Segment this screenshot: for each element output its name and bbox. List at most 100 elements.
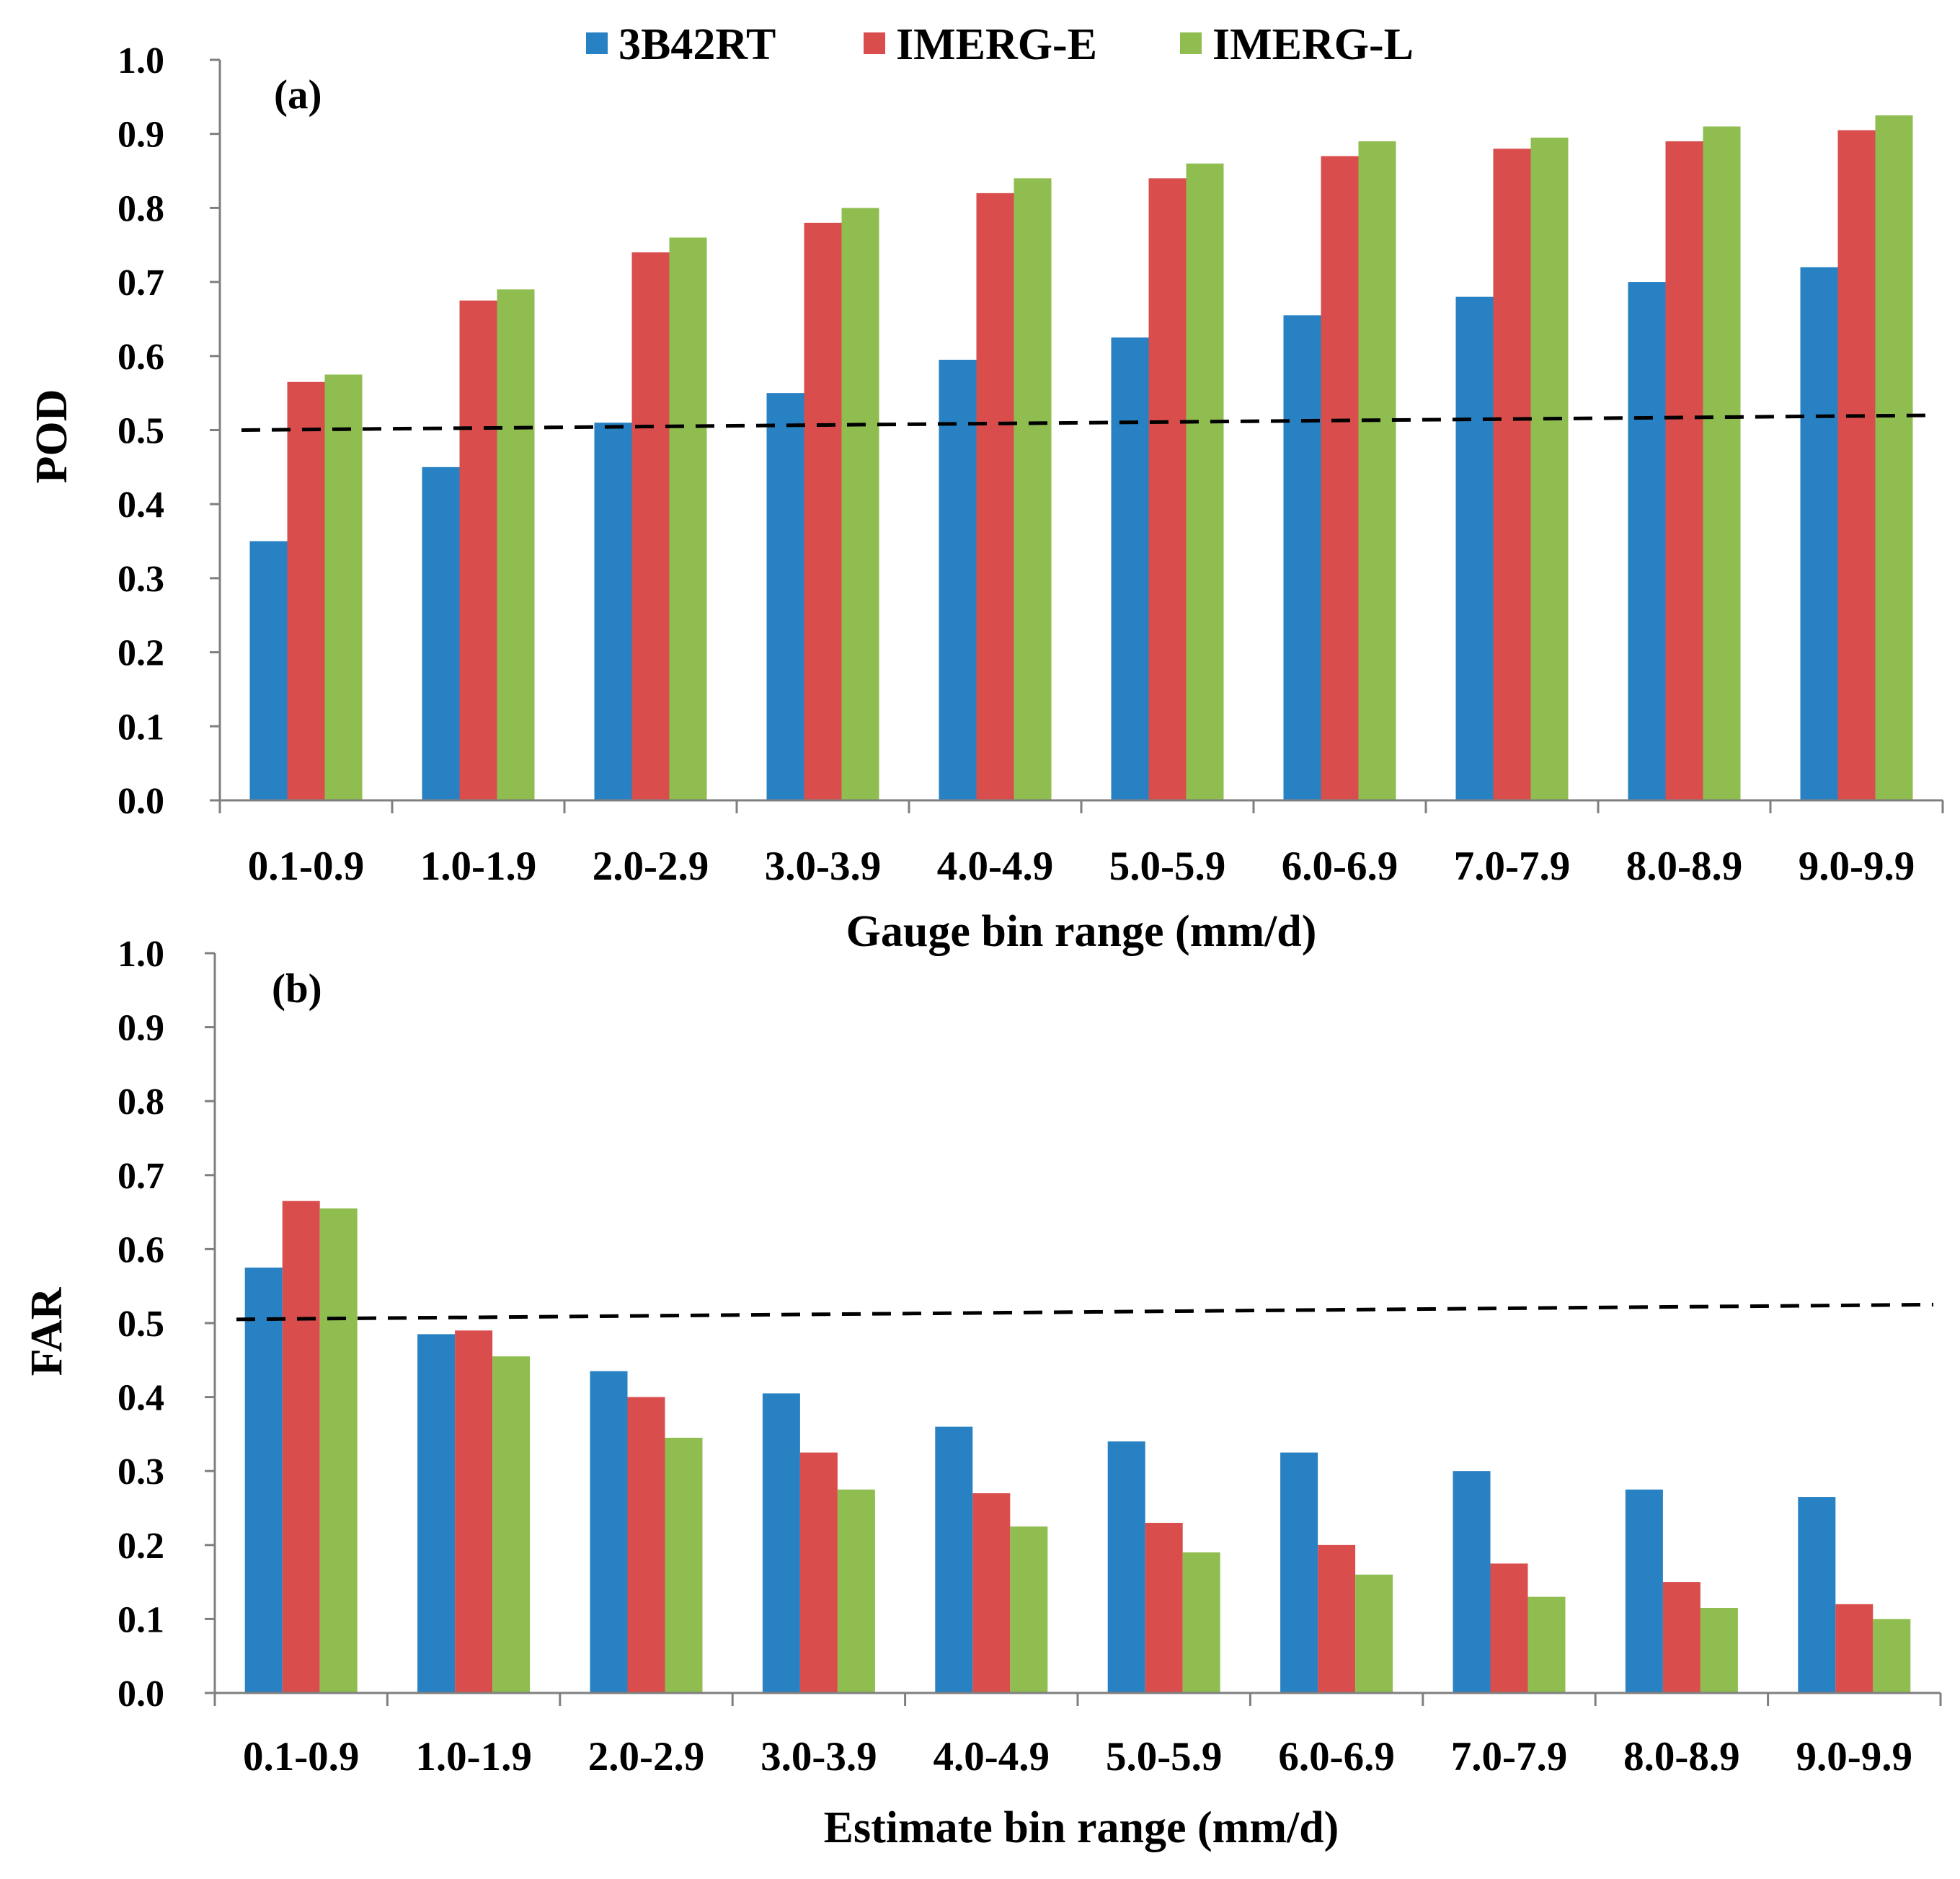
bars-a bbox=[249, 115, 1913, 801]
bar-imerg-e bbox=[459, 300, 497, 800]
y-tick-label: 0.8 bbox=[117, 1082, 164, 1123]
bar-imerg-l bbox=[1182, 1552, 1220, 1693]
bar-imerg-e bbox=[627, 1397, 665, 1693]
bar-imerg-l bbox=[837, 1489, 875, 1693]
bar-imerg-e bbox=[804, 222, 842, 800]
axes-a bbox=[210, 58, 1944, 813]
x-category-label: 7.0-7.9 bbox=[1451, 1734, 1567, 1779]
x-category-labels-b: 0.1-0.9 1.0-1.9 2.0-2.9 3.0-3.9 4.0-4.9 5.0-5… bbox=[243, 1734, 1912, 1779]
x-category-label: 2.0-2.9 bbox=[593, 844, 709, 889]
bar-imerg-l bbox=[1530, 137, 1569, 800]
y-tick-label: 0.2 bbox=[117, 633, 164, 674]
bar-imerg-l bbox=[492, 1356, 531, 1693]
bar-imerg-e bbox=[1321, 156, 1359, 800]
x-category-label: 7.0-7.9 bbox=[1454, 844, 1570, 889]
bar-3b42rt bbox=[249, 541, 288, 800]
bar-imerg-l bbox=[319, 1208, 358, 1693]
bar-imerg-l bbox=[1010, 1526, 1048, 1693]
x-category-label: 1.0-1.9 bbox=[420, 844, 536, 889]
bar-imerg-l bbox=[1700, 1608, 1738, 1693]
y-tick-label: 0.5 bbox=[117, 1304, 164, 1345]
y-tick-label: 0.3 bbox=[117, 1451, 164, 1493]
x-category-label: 3.0-3.9 bbox=[765, 844, 881, 889]
bar-imerg-l bbox=[665, 1438, 703, 1693]
y-tick-label: 0.4 bbox=[117, 1378, 164, 1419]
bar-imerg-l bbox=[1186, 163, 1224, 800]
bar-imerg-l bbox=[1014, 178, 1052, 800]
bar-imerg-l bbox=[324, 374, 363, 800]
legend-item-3b42rt: 3B42RT bbox=[586, 20, 776, 69]
bar-imerg-e bbox=[1145, 1523, 1183, 1693]
bars-b bbox=[244, 1201, 1911, 1693]
panel-b-far-chart: (b) FAR Estimate bin range (mm/d) 0.0 0.1… bbox=[22, 934, 1942, 1852]
bar-imerg-l bbox=[497, 289, 535, 800]
bar-3b42rt bbox=[1111, 337, 1149, 800]
x-category-label: 8.0-8.9 bbox=[1626, 844, 1742, 889]
bar-3b42rt bbox=[939, 359, 977, 800]
legend: 3B42RT IMERG-E IMERG-L bbox=[586, 20, 1414, 69]
bar-3b42rt bbox=[417, 1334, 456, 1693]
axes-b bbox=[205, 952, 1942, 1706]
bar-imerg-e bbox=[1662, 1582, 1700, 1693]
y-tick-label: 0.9 bbox=[117, 115, 164, 156]
bar-3b42rt bbox=[1453, 1471, 1491, 1693]
bar-imerg-e bbox=[1493, 149, 1531, 801]
y-tick-label: 0.7 bbox=[117, 1156, 164, 1197]
bar-imerg-e bbox=[282, 1201, 320, 1693]
bar-imerg-l bbox=[1355, 1574, 1393, 1693]
bar-imerg-e bbox=[287, 381, 325, 800]
bar-imerg-e bbox=[1148, 178, 1187, 800]
legend-label-imerg-e: IMERG-E bbox=[896, 20, 1097, 69]
y-tick-label: 1.0 bbox=[117, 40, 164, 81]
bar-3b42rt bbox=[1280, 1452, 1318, 1693]
bar-imerg-l bbox=[1875, 115, 1913, 800]
x-category-label: 9.0-9.9 bbox=[1799, 844, 1915, 889]
bar-3b42rt bbox=[1800, 267, 1838, 800]
bar-3b42rt bbox=[1107, 1441, 1145, 1693]
bar-imerg-l bbox=[1527, 1596, 1566, 1693]
y-tick-labels-a: 0.0 0.1 0.2 0.3 0.4 0.5 0.6 0.7 0.8 0.9 1.0 bbox=[117, 40, 164, 822]
legend-item-imerg-e: IMERG-E bbox=[864, 20, 1097, 69]
bar-imerg-e bbox=[1835, 1604, 1873, 1693]
y-tick-label: 0.6 bbox=[117, 1229, 164, 1270]
bar-3b42rt bbox=[1798, 1497, 1836, 1693]
y-tick-label: 0.6 bbox=[117, 337, 164, 378]
panel-label-b: (b) bbox=[272, 966, 322, 1012]
bar-imerg-e bbox=[972, 1493, 1011, 1693]
y-axis-title-a: POD bbox=[27, 389, 76, 484]
x-axis-title-b: Estimate bin range (mm/d) bbox=[824, 1803, 1339, 1852]
x-category-label: 8.0-8.9 bbox=[1623, 1734, 1739, 1779]
y-tick-label: 0.5 bbox=[117, 411, 164, 452]
panel-a-pod-chart: (a) POD Gauge bin range (mm/d) 0.0 0.1 0.2… bbox=[27, 40, 1944, 956]
x-category-label: 9.0-9.9 bbox=[1796, 1734, 1912, 1779]
panel-label-a: (a) bbox=[274, 72, 322, 118]
y-tick-labels-b: 0.0 0.1 0.2 0.3 0.4 0.5 0.6 0.7 0.8 0.9 1.0 bbox=[117, 934, 164, 1715]
bar-imerg-e bbox=[1490, 1563, 1528, 1693]
bar-imerg-l bbox=[669, 237, 707, 801]
y-tick-label: 0.0 bbox=[117, 781, 164, 822]
reference-line-b bbox=[236, 1302, 1934, 1322]
legend-label-3b42rt: 3B42RT bbox=[618, 20, 776, 69]
y-tick-label: 0.3 bbox=[117, 559, 164, 600]
bar-imerg-e bbox=[976, 193, 1014, 800]
bar-3b42rt bbox=[244, 1268, 283, 1693]
bar-3b42rt bbox=[1283, 315, 1321, 800]
bar-imerg-l bbox=[1703, 126, 1741, 800]
x-category-label: 0.1-0.9 bbox=[243, 1734, 359, 1779]
bar-3b42rt bbox=[1455, 296, 1494, 800]
x-category-label: 4.0-4.9 bbox=[934, 1734, 1050, 1779]
bar-imerg-l bbox=[1358, 141, 1396, 801]
bar-imerg-l bbox=[841, 208, 879, 800]
x-category-label: 5.0-5.9 bbox=[1106, 1734, 1222, 1779]
y-tick-label: 0.2 bbox=[117, 1526, 164, 1567]
y-tick-label: 0.9 bbox=[117, 1008, 164, 1049]
x-category-label: 6.0-6.9 bbox=[1278, 1734, 1394, 1779]
bar-imerg-e bbox=[1318, 1544, 1356, 1693]
y-tick-label: 0.4 bbox=[117, 485, 164, 526]
bar-3b42rt bbox=[594, 423, 632, 800]
bar-3b42rt bbox=[935, 1426, 973, 1693]
y-tick-label: 0.1 bbox=[117, 707, 164, 748]
y-tick-label: 0.8 bbox=[117, 188, 164, 229]
x-category-label: 2.0-2.9 bbox=[588, 1734, 704, 1779]
